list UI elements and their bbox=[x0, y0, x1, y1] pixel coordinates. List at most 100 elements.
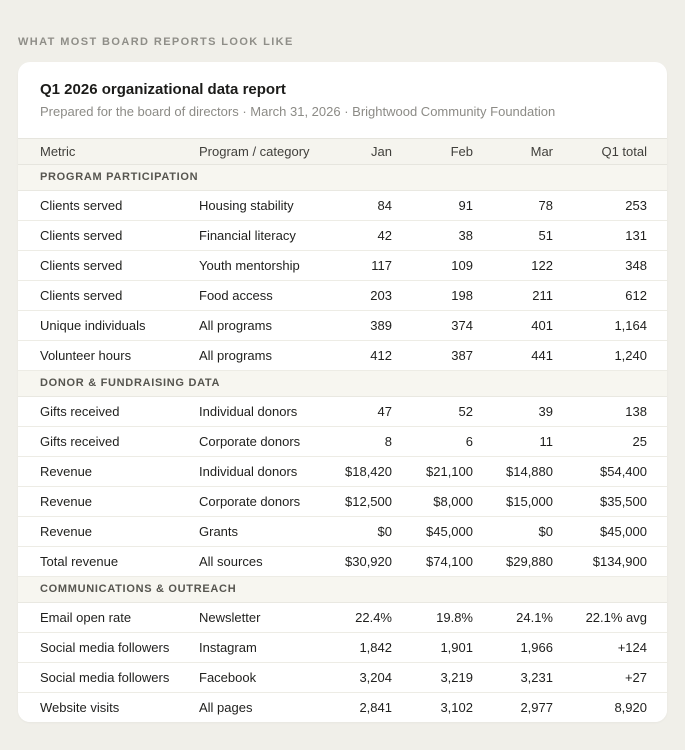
cell-month-value: 389 bbox=[329, 310, 392, 341]
cell-q1-total: 1,240 bbox=[553, 340, 667, 371]
cell-q1-total: +27 bbox=[553, 662, 667, 693]
cell-q1-total: +124 bbox=[553, 632, 667, 663]
section-header-row: COMMUNICATIONS & OUTREACH bbox=[18, 576, 667, 603]
section-header-row: DONOR & FUNDRAISING DATA bbox=[18, 370, 667, 397]
cell-month-value: 38 bbox=[392, 220, 473, 251]
table-row: Revenue Individual donors $18,420 $21,100 $1… bbox=[18, 456, 667, 487]
table-row: Unique individuals All programs 389 374 401 1… bbox=[18, 310, 667, 341]
cell-program: All programs bbox=[199, 310, 329, 341]
cell-month-value: 1,842 bbox=[329, 632, 392, 663]
cell-metric: Email open rate bbox=[18, 602, 199, 633]
cell-month-value: 91 bbox=[392, 190, 473, 221]
cell-month-value: 387 bbox=[392, 340, 473, 371]
cell-metric: Revenue bbox=[18, 516, 199, 547]
cell-program: Instagram bbox=[199, 632, 329, 663]
section-header-row: PROGRAM PARTICIPATION bbox=[18, 164, 667, 191]
cell-month-value: 11 bbox=[473, 426, 553, 457]
cell-month-value: $74,100 bbox=[392, 546, 473, 577]
cell-metric: Revenue bbox=[18, 486, 199, 517]
cell-month-value: $14,880 bbox=[473, 456, 553, 487]
report-card: Q1 2026 organizational data report Prepa… bbox=[18, 62, 667, 723]
cell-month-value: 1,966 bbox=[473, 632, 553, 663]
cell-program: All pages bbox=[199, 692, 329, 723]
table-row: Social media followers Instagram 1,842 1,90… bbox=[18, 632, 667, 663]
cell-program: All programs bbox=[199, 340, 329, 371]
cell-metric: Volunteer hours bbox=[18, 340, 199, 371]
cell-month-value: 211 bbox=[473, 280, 553, 311]
cell-q1-total: 1,164 bbox=[553, 310, 667, 341]
table-row: Website visits All pages 2,841 3,102 2,977 8,… bbox=[18, 692, 667, 723]
cell-metric: Gifts received bbox=[18, 396, 199, 427]
cell-q1-total: 138 bbox=[553, 396, 667, 427]
table-row: Clients served Youth mentorship 117 109 122 3… bbox=[18, 250, 667, 281]
cell-program: Individual donors bbox=[199, 456, 329, 487]
cell-month-value: 3,204 bbox=[329, 662, 392, 693]
cell-month-value: 109 bbox=[392, 250, 473, 281]
cell-metric: Revenue bbox=[18, 456, 199, 487]
cell-program: Food access bbox=[199, 280, 329, 311]
report-subtitle: Prepared for the board of directors · Ma… bbox=[40, 104, 556, 119]
cell-month-value: 51 bbox=[473, 220, 553, 251]
section-header-label: PROGRAM PARTICIPATION bbox=[18, 164, 667, 191]
cell-q1-total: 22.1% avg bbox=[553, 602, 667, 633]
cell-month-value: $21,100 bbox=[392, 456, 473, 487]
page-eyebrow-label: WHAT MOST BOARD REPORTS LOOK LIKE bbox=[18, 36, 294, 48]
column-header-metric: Metric bbox=[18, 137, 199, 165]
cell-metric: Clients served bbox=[18, 250, 199, 281]
cell-metric: Clients served bbox=[18, 190, 199, 221]
report-table: Metric Program / category Jan Feb Mar Q1… bbox=[18, 137, 667, 723]
cell-q1-total: 25 bbox=[553, 426, 667, 457]
cell-month-value: 84 bbox=[329, 190, 392, 221]
cell-month-value: 122 bbox=[473, 250, 553, 281]
cell-month-value: $45,000 bbox=[392, 516, 473, 547]
cell-month-value: 78 bbox=[473, 190, 553, 221]
cell-month-value: 6 bbox=[392, 426, 473, 457]
cell-month-value: $30,920 bbox=[329, 546, 392, 577]
cell-month-value: 3,231 bbox=[473, 662, 553, 693]
table-row: Clients served Financial literacy 42 38 51 13… bbox=[18, 220, 667, 251]
table-header-row: Metric Program / category Jan Feb Mar Q1… bbox=[18, 137, 667, 165]
cell-program: Individual donors bbox=[199, 396, 329, 427]
cell-month-value: $12,500 bbox=[329, 486, 392, 517]
cell-program: All sources bbox=[199, 546, 329, 577]
table-row: Volunteer hours All programs 412 387 441 1,24… bbox=[18, 340, 667, 371]
cell-metric: Website visits bbox=[18, 692, 199, 723]
report-title: Q1 2026 organizational data report bbox=[40, 81, 286, 98]
table-row: Revenue Corporate donors $12,500 $8,000 $15,… bbox=[18, 486, 667, 517]
cell-month-value: 2,977 bbox=[473, 692, 553, 723]
cell-q1-total: 348 bbox=[553, 250, 667, 281]
cell-month-value: $8,000 bbox=[392, 486, 473, 517]
cell-month-value: 2,841 bbox=[329, 692, 392, 723]
cell-month-value: 441 bbox=[473, 340, 553, 371]
cell-month-value: $15,000 bbox=[473, 486, 553, 517]
cell-metric: Social media followers bbox=[18, 632, 199, 663]
cell-month-value: 3,102 bbox=[392, 692, 473, 723]
cell-metric: Unique individuals bbox=[18, 310, 199, 341]
table-row: Social media followers Facebook 3,204 3,219… bbox=[18, 662, 667, 693]
table-row: Clients served Housing stability 84 91 78 253 bbox=[18, 190, 667, 221]
cell-month-value: 24.1% bbox=[473, 602, 553, 633]
cell-program: Grants bbox=[199, 516, 329, 547]
column-header-feb: Feb bbox=[392, 137, 473, 165]
report-card-header: Q1 2026 organizational data report Prepa… bbox=[18, 62, 667, 138]
cell-q1-total: $35,500 bbox=[553, 486, 667, 517]
cell-metric: Gifts received bbox=[18, 426, 199, 457]
cell-month-value: 117 bbox=[329, 250, 392, 281]
table-row: Total revenue All sources $30,920 $74,100 $2… bbox=[18, 546, 667, 577]
column-header-mar: Mar bbox=[473, 137, 553, 165]
cell-month-value: 203 bbox=[329, 280, 392, 311]
cell-month-value: $0 bbox=[473, 516, 553, 547]
cell-q1-total: $134,900 bbox=[553, 546, 667, 577]
cell-month-value: 3,219 bbox=[392, 662, 473, 693]
cell-metric: Clients served bbox=[18, 280, 199, 311]
cell-month-value: 19.8% bbox=[392, 602, 473, 633]
cell-month-value: 47 bbox=[329, 396, 392, 427]
table-row: Email open rate Newsletter 22.4% 19.8% 24.1%… bbox=[18, 602, 667, 633]
cell-month-value: $29,880 bbox=[473, 546, 553, 577]
cell-month-value: 52 bbox=[392, 396, 473, 427]
cell-metric: Social media followers bbox=[18, 662, 199, 693]
cell-program: Corporate donors bbox=[199, 426, 329, 457]
cell-program: Financial literacy bbox=[199, 220, 329, 251]
cell-month-value: 22.4% bbox=[329, 602, 392, 633]
